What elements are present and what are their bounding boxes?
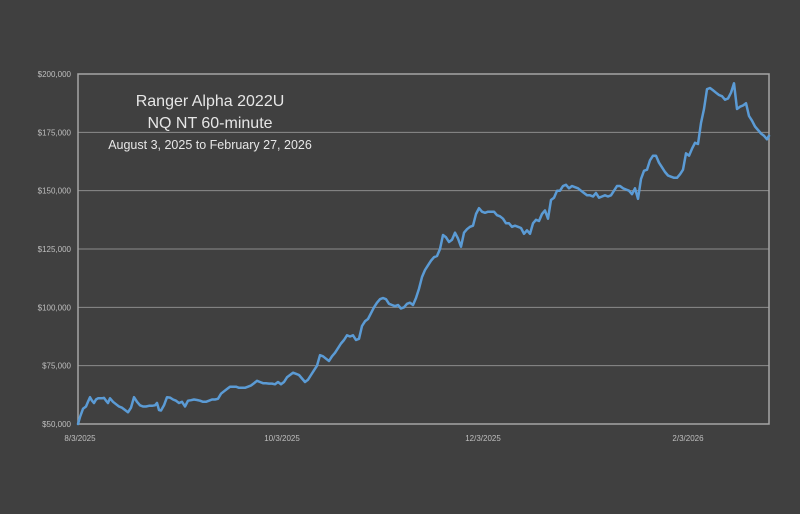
equity-line: [76, 82, 771, 426]
y-tick-label: $50,000: [42, 420, 71, 429]
plot-area-border: [77, 73, 770, 425]
chart-title-block: Ranger Alpha 2022U NQ NT 60-minute Augus…: [96, 91, 324, 154]
gridlines: [78, 131, 769, 367]
y-axis-labels: $50,000 $75,000 $100,000 $125,000 $150,000 $1…: [38, 70, 72, 429]
x-tick-label: 10/3/2025: [264, 434, 300, 443]
y-tick-label: $200,000: [38, 70, 72, 79]
y-tick-label: $175,000: [38, 128, 72, 137]
chart-title: Ranger Alpha 2022U: [135, 93, 285, 110]
y-tick-label: $75,000: [42, 362, 71, 371]
chart-subtitle: NQ NT 60-minute: [147, 115, 273, 132]
chart-date-range: August 3, 2025 to February 27, 2026: [108, 138, 312, 152]
x-axis-labels: 8/3/2025 10/3/2025 12/3/2025 2/3/2026: [64, 434, 704, 443]
x-tick-label: 8/3/2025: [64, 434, 96, 443]
y-tick-label: $150,000: [38, 187, 72, 196]
y-tick-label: $125,000: [38, 245, 72, 254]
y-tick-label: $100,000: [38, 303, 72, 312]
x-tick-label: 2/3/2026: [672, 434, 704, 443]
x-tick-label: 12/3/2025: [465, 434, 501, 443]
